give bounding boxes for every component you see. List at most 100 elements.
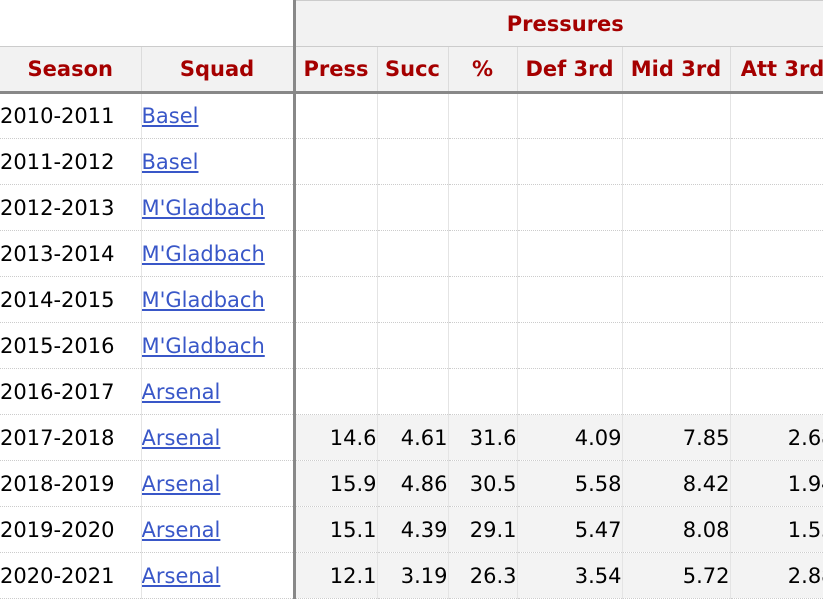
succ-cell [377, 184, 449, 231]
att-3rd-cell [730, 138, 823, 185]
mid-3rd-cell [622, 322, 731, 369]
def-3rd-cell [517, 276, 623, 323]
mid-3rd-cell [622, 368, 731, 415]
column-header-succ[interactable]: Succ [377, 46, 449, 94]
pct-cell: 30.5 [448, 460, 518, 507]
def-3rd-cell [517, 138, 623, 185]
squad-link[interactable]: Arsenal [141, 563, 221, 588]
mid-3rd-cell [622, 138, 731, 185]
squad-link[interactable]: Basel [141, 149, 199, 174]
mid-3rd-cell: 7.85 [622, 414, 731, 461]
column-header-mid-3rd[interactable]: Mid 3rd [622, 46, 731, 94]
table-row: 2013-2014 M'Gladbach [0, 230, 823, 277]
att-3rd-cell [730, 92, 823, 139]
season-cell: 2012-2013 [0, 184, 142, 231]
succ-cell [377, 368, 449, 415]
season-cell: 2011-2012 [0, 138, 142, 185]
season-cell: 2015-2016 [0, 322, 142, 369]
att-3rd-cell: 2.88 [730, 552, 823, 599]
pct-cell: 29.1 [448, 506, 518, 553]
column-header-season[interactable]: Season [0, 46, 142, 94]
succ-cell [377, 322, 449, 369]
table-row: 2011-2012 Basel [0, 138, 823, 185]
def-3rd-cell: 5.58 [517, 460, 623, 507]
column-header-def-3rd[interactable]: Def 3rd [517, 46, 623, 94]
att-3rd-cell: 1.94 [730, 460, 823, 507]
att-3rd-cell [730, 230, 823, 277]
table-row: 2016-2017 Arsenal [0, 368, 823, 415]
squad-cell: Arsenal [141, 506, 296, 553]
succ-cell [377, 138, 449, 185]
mid-3rd-cell [622, 184, 731, 231]
table-row: 2017-2018 Arsenal 14.6 4.61 31.6 4.09 7.… [0, 414, 823, 461]
squad-link[interactable]: Arsenal [141, 517, 221, 542]
season-cell: 2016-2017 [0, 368, 142, 415]
def-3rd-cell [517, 230, 623, 277]
pct-cell [448, 92, 518, 139]
squad-link[interactable]: Arsenal [141, 379, 221, 404]
mid-3rd-cell: 8.08 [622, 506, 731, 553]
table-row: 2010-2011 Basel [0, 92, 823, 139]
squad-cell: M'Gladbach [141, 230, 296, 277]
squad-link[interactable]: Arsenal [141, 425, 221, 450]
squad-link[interactable]: M'Gladbach [141, 195, 265, 220]
pct-cell [448, 230, 518, 277]
squad-link[interactable]: M'Gladbach [141, 287, 265, 312]
table-body: 2010-2011 Basel 2011-2012 Basel 2012-201… [0, 92, 823, 599]
squad-cell: Arsenal [141, 414, 296, 461]
press-cell: 15.1 [294, 506, 378, 553]
season-cell: 2013-2014 [0, 230, 142, 277]
press-cell: 15.9 [294, 460, 378, 507]
press-cell [294, 276, 378, 323]
def-3rd-cell: 5.47 [517, 506, 623, 553]
def-3rd-cell: 3.54 [517, 552, 623, 599]
table-row: 2020-2021 Arsenal 12.1 3.19 26.3 3.54 5.… [0, 552, 823, 599]
pct-cell: 26.3 [448, 552, 518, 599]
season-cell: 2017-2018 [0, 414, 142, 461]
table-row: 2019-2020 Arsenal 15.1 4.39 29.1 5.47 8.… [0, 506, 823, 553]
press-cell: 12.1 [294, 552, 378, 599]
press-cell [294, 92, 378, 139]
att-3rd-cell [730, 322, 823, 369]
succ-cell: 4.86 [377, 460, 449, 507]
def-3rd-cell: 4.09 [517, 414, 623, 461]
pct-cell [448, 184, 518, 231]
table-row: 2012-2013 M'Gladbach [0, 184, 823, 231]
column-header-att-3rd[interactable]: Att 3rd [730, 46, 823, 94]
mid-3rd-cell [622, 276, 731, 323]
succ-cell [377, 230, 449, 277]
squad-cell: Arsenal [141, 368, 296, 415]
press-cell [294, 184, 378, 231]
season-cell: 2010-2011 [0, 92, 142, 139]
succ-cell [377, 92, 449, 139]
squad-link[interactable]: M'Gladbach [141, 333, 265, 358]
table-row: 2015-2016 M'Gladbach [0, 322, 823, 369]
mid-3rd-cell [622, 230, 731, 277]
pct-cell [448, 322, 518, 369]
season-cell: 2019-2020 [0, 506, 142, 553]
squad-cell: Arsenal [141, 460, 296, 507]
column-header-row: Season Squad Press Succ % Def 3rd Mid 3r… [0, 46, 823, 94]
table-row: 2014-2015 M'Gladbach [0, 276, 823, 323]
squad-cell: Arsenal [141, 552, 296, 599]
season-cell: 2018-2019 [0, 460, 142, 507]
succ-cell: 3.19 [377, 552, 449, 599]
squad-link[interactable]: Basel [141, 104, 199, 128]
table-row: 2018-2019 Arsenal 15.9 4.86 30.5 5.58 8.… [0, 460, 823, 507]
group-header-pressures: Pressures [292, 0, 823, 47]
def-3rd-cell [517, 184, 623, 231]
pct-cell [448, 368, 518, 415]
att-3rd-cell: 2.68 [730, 414, 823, 461]
press-cell [294, 138, 378, 185]
column-header-squad[interactable]: Squad [141, 46, 295, 94]
press-cell [294, 368, 378, 415]
column-header-press[interactable]: Press [292, 46, 378, 94]
squad-link[interactable]: M'Gladbach [141, 241, 265, 266]
column-header-pct[interactable]: % [448, 46, 518, 94]
group-header-row: Pressures [0, 0, 823, 47]
def-3rd-cell [517, 92, 623, 139]
squad-link[interactable]: Arsenal [141, 471, 221, 496]
att-3rd-cell: 1.53 [730, 506, 823, 553]
pct-cell: 31.6 [448, 414, 518, 461]
